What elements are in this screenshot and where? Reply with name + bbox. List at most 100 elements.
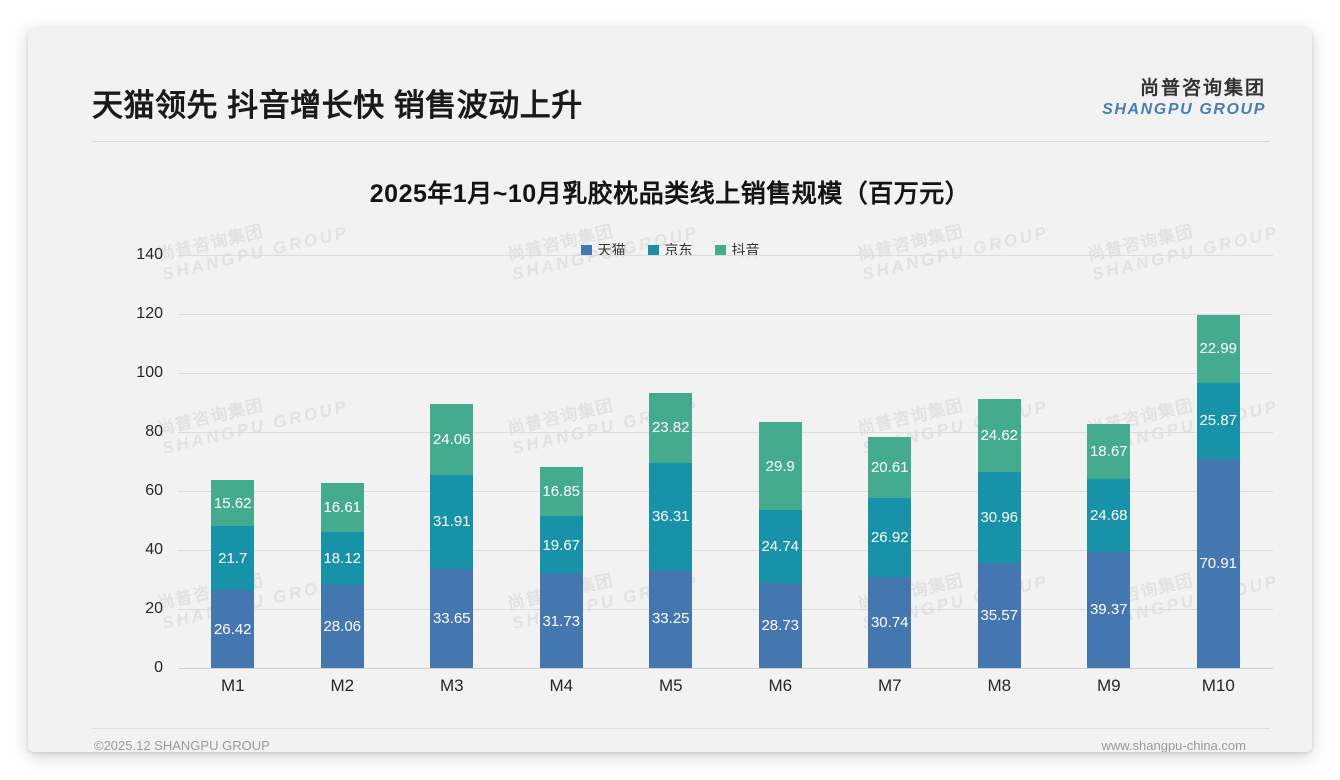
legend-item-抖音[interactable]: 抖音 bbox=[714, 240, 760, 260]
bar-value-label: 28.06 bbox=[323, 618, 362, 636]
bar-segment-抖音[interactable]: 22.99 bbox=[1196, 314, 1240, 383]
bar-value-label: 31.73 bbox=[542, 612, 581, 630]
legend-label: 抖音 bbox=[731, 242, 760, 258]
bar-value-label: 35.57 bbox=[980, 607, 1019, 625]
bar-segment-抖音[interactable]: 18.67 bbox=[1087, 424, 1131, 480]
bar-value-label: 31.91 bbox=[432, 513, 471, 531]
x-axis-label-M2: M2 bbox=[330, 676, 355, 695]
bar-group-M4[interactable]: 16.85 19.67 31.73 bbox=[507, 255, 617, 668]
gridline bbox=[178, 609, 1273, 610]
y-axis-tick-label: 80 bbox=[145, 423, 163, 440]
gridline bbox=[178, 255, 1273, 256]
bar-segment-京东[interactable]: 36.31 bbox=[649, 462, 693, 570]
bar-group-M8[interactable]: 24.62 30.96 35.57 bbox=[945, 255, 1055, 668]
bar-group-M3[interactable]: 24.06 31.91 33.65 bbox=[397, 255, 507, 668]
bar-segment-抖音[interactable]: 23.82 bbox=[649, 392, 693, 463]
x-axis-label-M10: M10 bbox=[1201, 676, 1235, 695]
bar-value-label: 30.74 bbox=[870, 614, 909, 632]
bar-value-label: 36.31 bbox=[651, 507, 690, 525]
bar-value-label: 26.42 bbox=[213, 620, 252, 638]
footer-website: www.shangpu-china.com bbox=[1101, 738, 1246, 752]
footer-copyright: ©2025.12 SHANGPU GROUP bbox=[94, 738, 270, 752]
y-axis-tick-label: 40 bbox=[145, 541, 163, 558]
bar-value-label: 30.96 bbox=[980, 508, 1019, 526]
chart-plot-area: 140 120 100 80 60 40 20 0 15.62 21.7 26.42 16.61 18… bbox=[28, 28, 1312, 752]
legend-item-天猫[interactable]: 天猫 bbox=[580, 240, 626, 260]
bar-segment-天猫[interactable]: 33.25 bbox=[649, 569, 693, 668]
bar-group-M6[interactable]: 29.9 24.74 28.73 bbox=[726, 255, 836, 668]
header-divider bbox=[92, 141, 1270, 142]
bar-segment-天猫[interactable]: 28.06 bbox=[320, 585, 364, 668]
legend-label: 天猫 bbox=[597, 242, 626, 258]
stacked-bar: 16.85 19.67 31.73 bbox=[539, 466, 583, 668]
stacked-bar: 22.99 25.87 70.91 bbox=[1196, 314, 1240, 668]
gridline bbox=[178, 373, 1273, 374]
bar-segment-京东[interactable]: 25.87 bbox=[1196, 382, 1240, 459]
legend-swatch-icon bbox=[714, 244, 726, 256]
bar-value-label: 29.9 bbox=[765, 457, 795, 475]
gridline bbox=[178, 314, 1273, 315]
bar-segment-京东[interactable]: 24.74 bbox=[758, 510, 802, 584]
stacked-bar: 24.62 30.96 35.57 bbox=[977, 399, 1021, 668]
bar-value-label: 20.61 bbox=[870, 459, 909, 477]
bar-segment-天猫[interactable]: 70.91 bbox=[1196, 458, 1240, 668]
bar-segment-京东[interactable]: 21.7 bbox=[211, 526, 255, 591]
bar-group-M7[interactable]: 20.61 26.92 30.74 bbox=[835, 255, 945, 668]
bar-segment-京东[interactable]: 31.91 bbox=[430, 474, 474, 569]
bar-segment-抖音[interactable]: 20.61 bbox=[868, 437, 912, 498]
x-axis-label-M8: M8 bbox=[987, 676, 1012, 695]
bar-value-label: 28.73 bbox=[761, 617, 800, 635]
bar-value-label: 33.65 bbox=[432, 609, 471, 627]
y-axis-tick-label: 60 bbox=[145, 482, 163, 499]
legend-label: 京东 bbox=[664, 242, 693, 258]
slide-card: 尚普咨询集团 SHANGPU GROUP 尚普咨询集团 SHANGPU GROUP 尚普… bbox=[28, 28, 1312, 752]
bar-value-label: 15.62 bbox=[213, 494, 252, 512]
stacked-bar: 24.06 31.91 33.65 bbox=[430, 403, 474, 668]
x-axis-label-M7: M7 bbox=[877, 676, 902, 695]
legend-swatch-icon bbox=[647, 244, 659, 256]
bar-group-M5[interactable]: 23.82 36.31 33.25 bbox=[616, 255, 726, 668]
bar-segment-京东[interactable]: 19.67 bbox=[539, 516, 583, 575]
bar-segment-天猫[interactable]: 33.65 bbox=[430, 568, 474, 668]
bar-segment-京东[interactable]: 24.68 bbox=[1087, 479, 1131, 552]
bar-group-M9[interactable]: 18.67 24.68 39.37 bbox=[1054, 255, 1164, 668]
y-axis-tick-label: 20 bbox=[145, 600, 163, 617]
brand-logo-en: SHANGPU GROUP bbox=[1102, 100, 1266, 118]
bar-value-label: 24.68 bbox=[1089, 506, 1128, 524]
stacked-bar: 16.61 18.12 28.06 bbox=[320, 482, 364, 668]
x-axis-label-M1: M1 bbox=[220, 676, 245, 695]
legend-item-京东[interactable]: 京东 bbox=[647, 240, 693, 260]
x-axis-label-M5: M5 bbox=[658, 676, 683, 695]
stacked-bar: 20.61 26.92 30.74 bbox=[868, 437, 912, 668]
bar-segment-抖音[interactable]: 15.62 bbox=[211, 479, 255, 527]
slide-header: 天猫领先 抖音增长快 销售波动上升 尚普咨询集团 SHANGPU GROUP bbox=[28, 28, 1312, 142]
bar-segment-抖音[interactable]: 16.61 bbox=[320, 482, 364, 532]
bar-segment-京东[interactable]: 30.96 bbox=[977, 471, 1021, 564]
bar-segment-天猫[interactable]: 39.37 bbox=[1087, 551, 1131, 668]
bar-segment-天猫[interactable]: 35.57 bbox=[977, 563, 1021, 668]
bar-segment-抖音[interactable]: 24.62 bbox=[977, 399, 1021, 472]
bar-group-M1[interactable]: 15.62 21.7 26.42 bbox=[178, 255, 288, 668]
chart-x-axis-line bbox=[178, 668, 1273, 669]
bar-segment-抖音[interactable]: 16.85 bbox=[539, 466, 583, 517]
bar-segment-天猫[interactable]: 26.42 bbox=[211, 590, 255, 668]
bar-segment-京东[interactable]: 26.92 bbox=[868, 497, 912, 578]
stacked-bar: 18.67 24.68 39.37 bbox=[1087, 424, 1131, 668]
bar-group-M10[interactable]: 22.99 25.87 70.91 bbox=[1164, 255, 1274, 668]
bar-segment-天猫[interactable]: 28.73 bbox=[758, 583, 802, 668]
bar-group-M2[interactable]: 16.61 18.12 28.06 bbox=[288, 255, 398, 668]
bar-segment-天猫[interactable]: 31.73 bbox=[539, 574, 583, 668]
bar-segment-抖音[interactable]: 24.06 bbox=[430, 403, 474, 475]
stacked-bar: 23.82 36.31 33.25 bbox=[649, 392, 693, 668]
bar-segment-京东[interactable]: 18.12 bbox=[320, 531, 364, 586]
bar-value-label: 19.67 bbox=[542, 536, 581, 554]
y-axis-tick-label: 120 bbox=[136, 305, 163, 322]
gridline bbox=[178, 550, 1273, 551]
page-title: 天猫领先 抖音增长快 销售波动上升 bbox=[92, 88, 583, 123]
bar-value-label: 16.61 bbox=[323, 498, 362, 516]
bar-segment-抖音[interactable]: 29.9 bbox=[758, 422, 802, 511]
bar-segment-天猫[interactable]: 30.74 bbox=[868, 577, 912, 668]
brand-logo: 尚普咨询集团 SHANGPU GROUP bbox=[1102, 78, 1266, 119]
bar-value-label: 21.7 bbox=[218, 549, 248, 567]
gridline bbox=[178, 432, 1273, 433]
